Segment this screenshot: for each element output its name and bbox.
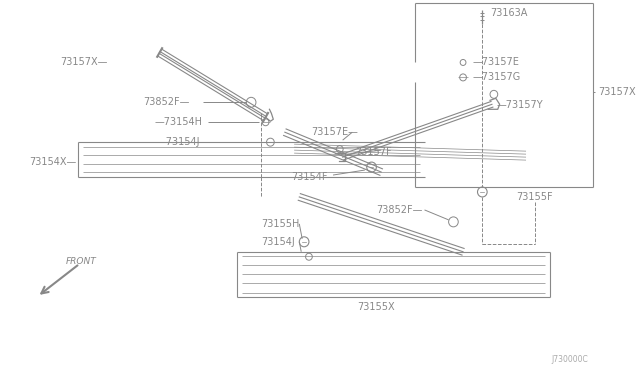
- Text: —73157E: —73157E: [473, 57, 520, 67]
- Text: 73852F—: 73852F—: [376, 205, 423, 215]
- Text: 73852F—: 73852F—: [143, 97, 189, 107]
- Text: —73154J: —73154J: [157, 137, 200, 147]
- Text: 73154J: 73154J: [260, 237, 294, 247]
- Text: 73157F: 73157F: [355, 147, 392, 157]
- Text: 73154X—: 73154X—: [29, 157, 77, 167]
- Text: —73157G: —73157G: [473, 73, 521, 83]
- Text: 73157E—: 73157E—: [311, 127, 358, 137]
- Text: 73155X: 73155X: [358, 302, 395, 311]
- Text: 73155F: 73155F: [516, 192, 553, 202]
- Text: 73157X: 73157X: [598, 87, 636, 97]
- Text: FRONT: FRONT: [66, 257, 97, 266]
- Text: J730000C: J730000C: [552, 355, 588, 364]
- Text: —73157Y: —73157Y: [497, 100, 543, 110]
- Text: 73154F—: 73154F—: [292, 172, 338, 182]
- Text: —73154H: —73154H: [155, 117, 203, 127]
- Text: 73155H: 73155H: [260, 219, 299, 229]
- Text: 73157X—: 73157X—: [60, 57, 108, 67]
- Text: 73163A: 73163A: [490, 8, 527, 17]
